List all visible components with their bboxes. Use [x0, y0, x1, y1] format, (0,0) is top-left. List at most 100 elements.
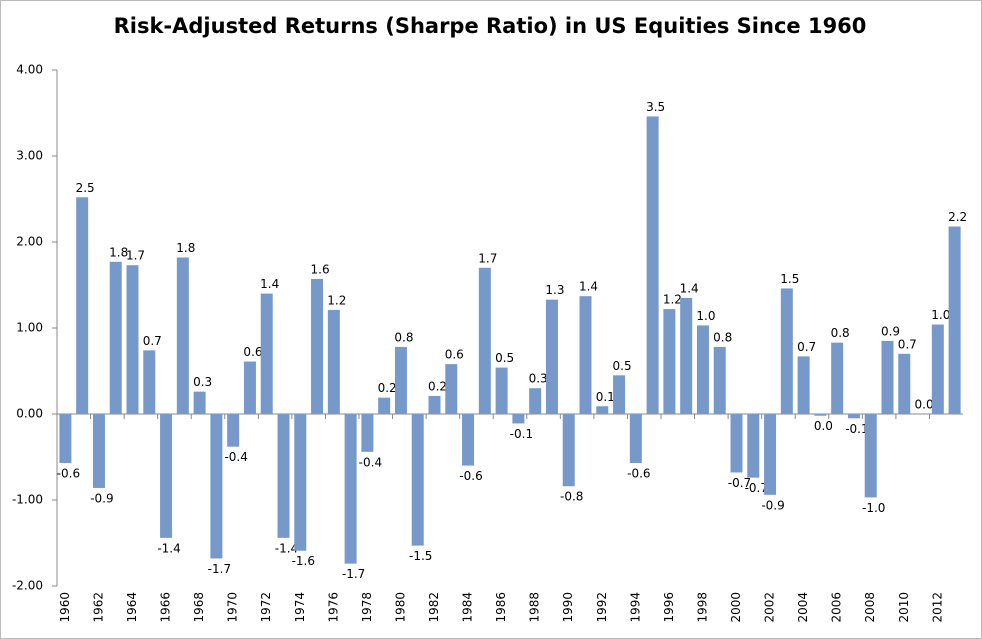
- bar: [814, 414, 827, 416]
- bar: [663, 309, 676, 414]
- bar: [831, 342, 844, 414]
- data-label: 3.5: [646, 100, 665, 114]
- bar: [562, 414, 575, 487]
- x-tick-label: 2008: [863, 592, 877, 623]
- data-label: 1.7: [126, 249, 145, 263]
- data-label: 2.2: [948, 210, 967, 224]
- data-label: 1.5: [780, 272, 799, 286]
- data-label: 0.6: [445, 348, 464, 362]
- data-label: 1.2: [327, 293, 346, 307]
- bar: [227, 414, 240, 447]
- bar: [394, 346, 407, 414]
- data-label: 1.2: [663, 293, 682, 307]
- y-tick-label: 2.00: [16, 235, 43, 249]
- data-label: 1.3: [545, 283, 564, 297]
- data-label: -0.4: [224, 450, 247, 464]
- data-label: 1.8: [176, 241, 195, 255]
- data-label: 0.0: [814, 419, 833, 433]
- bar: [764, 414, 777, 495]
- data-label: 0.7: [898, 337, 917, 351]
- data-label: -1.7: [342, 567, 365, 581]
- bar: [847, 414, 860, 419]
- x-tick-label: 2000: [729, 592, 743, 623]
- data-label: 0.7: [797, 340, 816, 354]
- bar: [596, 406, 609, 414]
- bar: [160, 414, 173, 538]
- data-label: -1.4: [275, 541, 298, 555]
- bar: [109, 261, 122, 414]
- x-tick-label: 1976: [326, 592, 340, 623]
- y-tick-label: -1.00: [12, 493, 43, 507]
- x-tick-label: 1962: [91, 592, 105, 623]
- data-label: 1.4: [260, 277, 279, 291]
- bar: [646, 116, 659, 414]
- data-label: -0.6: [57, 467, 80, 481]
- data-label: 1.4: [680, 281, 699, 295]
- bar: [747, 414, 760, 478]
- data-label: 0.3: [193, 375, 212, 389]
- x-tick-label: 1964: [125, 592, 139, 623]
- data-label: 0.9: [881, 324, 900, 338]
- data-label: 0.7: [143, 334, 162, 348]
- bar: [780, 288, 793, 414]
- data-label: 0.6: [243, 345, 262, 359]
- data-label: 1.0: [696, 309, 715, 323]
- bar: [92, 414, 105, 488]
- bar: [545, 299, 558, 414]
- data-label: 1.7: [478, 251, 497, 265]
- x-tick-label: 2012: [930, 592, 944, 623]
- bar: [76, 197, 89, 414]
- data-label: 0.8: [394, 330, 413, 344]
- bar: [311, 278, 324, 414]
- bar: [948, 226, 961, 414]
- bar: [797, 356, 810, 414]
- data-label: -0.7: [728, 476, 751, 490]
- bar: [680, 297, 693, 414]
- bar: [344, 414, 357, 564]
- bar: [59, 414, 72, 464]
- data-label: -1.4: [157, 541, 180, 555]
- x-tick-label: 1998: [695, 592, 709, 623]
- x-tick-label: 1966: [159, 592, 173, 623]
- bar: [696, 325, 709, 414]
- data-label: 0.1: [596, 390, 615, 404]
- x-tick-label: 1978: [360, 592, 374, 623]
- data-label: -1.0: [862, 501, 885, 515]
- x-tick-label: 1994: [628, 592, 642, 623]
- data-label: -0.6: [459, 469, 482, 483]
- data-label: 0.8: [713, 330, 732, 344]
- bar: [898, 353, 911, 414]
- chart-title: Risk-Adjusted Returns (Sharpe Ratio) in …: [114, 14, 867, 38]
- bar: [445, 364, 458, 414]
- bar: [126, 265, 139, 414]
- bar: [462, 414, 475, 466]
- bar: [361, 414, 374, 452]
- data-label: -0.7: [745, 481, 768, 495]
- bar: [243, 361, 256, 414]
- data-label: 2.5: [76, 181, 95, 195]
- data-label: -1.5: [409, 549, 432, 563]
- bar: [629, 414, 642, 464]
- x-tick-label: 1970: [226, 592, 240, 623]
- data-label: -0.1: [510, 427, 533, 441]
- data-label: 0.5: [495, 351, 514, 365]
- bar: [428, 395, 441, 414]
- x-tick-label: 2006: [830, 592, 844, 623]
- y-tick-label: 4.00: [16, 63, 43, 77]
- data-label: 1.8: [109, 245, 128, 259]
- x-tick-label: 1984: [461, 592, 475, 623]
- data-label: 0.0: [915, 398, 934, 412]
- x-tick-label: 1968: [192, 592, 206, 623]
- data-label: -1.6: [292, 554, 315, 568]
- data-label: 0.5: [613, 359, 632, 373]
- bar: [512, 414, 525, 424]
- x-tick-label: 1990: [561, 592, 575, 623]
- bar: [713, 346, 726, 414]
- data-label: 0.2: [428, 379, 447, 393]
- data-label: -0.1: [845, 422, 868, 436]
- x-tick-label: 2010: [897, 592, 911, 623]
- data-label: 0.8: [831, 326, 850, 340]
- data-label: -0.9: [761, 498, 784, 512]
